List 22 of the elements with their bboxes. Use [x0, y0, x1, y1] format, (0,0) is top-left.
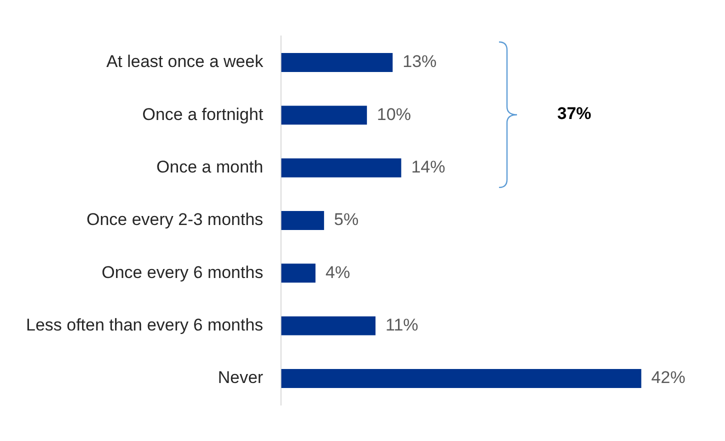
data-label: 10%	[376, 104, 411, 124]
bar	[281, 106, 367, 125]
bar	[281, 316, 376, 336]
bar	[281, 158, 402, 178]
y-tick-label: Once a fortnight	[142, 104, 264, 124]
bar	[281, 368, 642, 388]
data-label: 4%	[325, 262, 350, 282]
y-tick-label: Less often than every 6 months	[26, 316, 264, 334]
y-tick-label: Once every 2-3 months	[86, 210, 264, 230]
data-label: 14%	[411, 158, 446, 177]
data-label: 13%	[402, 52, 437, 72]
annotation: 37%	[557, 104, 592, 124]
bar	[281, 264, 316, 283]
y-tick-label: Once every 6 months	[102, 262, 264, 282]
data-label: 5%	[334, 210, 359, 230]
y-tick-label: Never	[218, 368, 264, 388]
y-tick-label: At least once a week	[106, 52, 264, 72]
data-label: 42%	[651, 368, 686, 388]
bar	[281, 53, 393, 72]
bar	[281, 211, 324, 230]
data-label: 11%	[386, 316, 418, 334]
y-tick-label: Once a month	[156, 158, 264, 177]
